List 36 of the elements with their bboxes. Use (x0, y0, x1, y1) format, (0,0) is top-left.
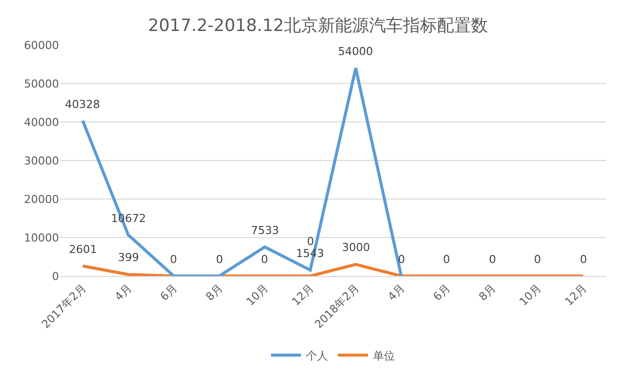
data-label: 0 (307, 235, 314, 248)
data-label: 0 (534, 253, 541, 266)
x-tick-label: 10月 (516, 282, 544, 308)
y-tick-label: 20000 (24, 192, 59, 206)
y-tick-label: 60000 (24, 38, 59, 52)
y-tick-label: 50000 (24, 77, 59, 90)
x-tick-label: 8月 (203, 282, 226, 304)
data-label: 54000 (338, 45, 373, 58)
legend-label: 个人 (306, 349, 328, 362)
data-label: 0 (261, 253, 268, 266)
y-tick-label: 10000 (24, 231, 59, 244)
x-tick-label: 6月 (158, 282, 180, 304)
data-label: 0 (170, 253, 177, 266)
data-label: 0 (443, 253, 450, 266)
data-label: 0 (216, 253, 223, 266)
data-label: 2601 (69, 243, 97, 256)
x-tick-label: 10月 (244, 282, 271, 308)
x-tick-label: 12月 (289, 282, 316, 308)
y-tick-label: 30000 (24, 154, 59, 168)
data-label: 399 (118, 251, 139, 264)
data-label: 7533 (251, 224, 279, 237)
data-label: 0 (489, 253, 496, 266)
x-tick-label: 12月 (562, 282, 590, 308)
data-label: 40328 (65, 98, 100, 111)
x-tick-label: 6月 (430, 282, 453, 304)
data-label: 3000 (342, 241, 370, 254)
x-tick-label: 8月 (476, 282, 498, 304)
data-label: 0 (398, 253, 405, 266)
y-tick-label: 0 (52, 270, 59, 283)
legend-label: 单位 (373, 349, 395, 362)
x-tick-label: 4月 (112, 282, 134, 304)
y-tick-label: 40000 (24, 116, 59, 129)
x-tick-label: 4月 (385, 282, 408, 304)
chart-title: 2017.2-2018.12北京新能源汽车指标配置数 (148, 16, 488, 36)
line-series (81, 262, 585, 276)
data-label: 0 (580, 253, 587, 266)
